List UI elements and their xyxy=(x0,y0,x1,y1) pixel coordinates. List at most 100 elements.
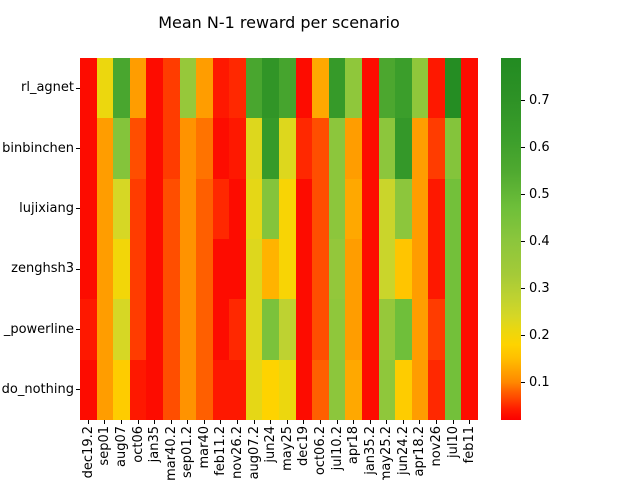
heatmap-cell xyxy=(444,178,462,239)
heatmap-cell xyxy=(345,58,362,119)
heatmap-cell xyxy=(146,359,163,420)
heatmap-cell xyxy=(129,359,147,420)
heatmap-cell xyxy=(212,118,230,179)
heatmap-cell xyxy=(312,359,329,420)
heatmap-cell xyxy=(312,238,329,300)
heatmap-cell xyxy=(113,118,130,179)
colorbar-tick-label: 0.1 xyxy=(529,374,550,390)
heatmap-cell xyxy=(295,178,313,239)
column-label: aug07 xyxy=(113,426,129,467)
heatmap-cell xyxy=(245,238,263,300)
heatmap-cell xyxy=(129,299,147,360)
column-label: jul10.2 xyxy=(329,426,345,471)
x-tick-mark xyxy=(286,420,288,424)
heatmap-cell xyxy=(378,238,396,300)
heatmap-cell xyxy=(113,238,130,300)
x-tick-mark xyxy=(253,420,255,424)
heatmap-cell xyxy=(162,359,180,420)
heatmap-cell xyxy=(113,359,130,420)
column-label: nov26 xyxy=(429,426,445,467)
x-tick-mark xyxy=(402,420,404,424)
heatmap-cell xyxy=(411,359,429,420)
heatmap-cell xyxy=(179,299,197,360)
column-label: may25 xyxy=(279,426,295,471)
heatmap-cell xyxy=(461,118,478,179)
x-tick-mark xyxy=(120,420,122,424)
heatmap-cell xyxy=(295,58,313,119)
heatmap-cell xyxy=(196,299,213,360)
heatmap-cell xyxy=(328,58,346,119)
heatmap-cell xyxy=(395,299,412,360)
heatmap-cell xyxy=(229,178,246,239)
row-label: _powerline xyxy=(3,321,74,337)
x-tick-mark xyxy=(436,420,438,424)
heatmap-cell xyxy=(411,118,429,179)
y-tick-mark xyxy=(76,268,80,270)
heatmap-cell xyxy=(328,359,346,420)
heatmap-cell xyxy=(279,178,296,239)
colorbar-tick-label: 0.2 xyxy=(529,327,550,343)
column-label: jun24.2 xyxy=(395,426,411,476)
column-label: nov26.2 xyxy=(230,426,246,479)
heatmap-cell xyxy=(395,238,412,300)
heatmap-cell xyxy=(262,58,279,119)
x-tick-mark xyxy=(369,420,371,424)
heatmap-cell xyxy=(312,58,329,119)
heatmap-cell xyxy=(279,359,296,420)
heatmap-cell xyxy=(378,299,396,360)
heatmap-cell xyxy=(212,359,230,420)
heatmap-cell xyxy=(345,359,362,420)
heatmap-cell xyxy=(345,299,362,360)
colorbar-tick-mark xyxy=(521,240,525,242)
column-label: feb11.2 xyxy=(213,426,229,476)
x-tick-mark xyxy=(270,420,272,424)
heatmap-cell xyxy=(80,118,97,179)
heatmap-cell xyxy=(444,58,462,119)
colorbar-tick-label: 0.5 xyxy=(529,186,550,202)
heatmap-cell xyxy=(361,118,379,179)
x-tick-mark xyxy=(187,420,189,424)
y-tick-mark xyxy=(76,148,80,149)
colorbar-tick-label: 0.7 xyxy=(529,92,550,108)
colorbar xyxy=(501,58,521,420)
heatmap-cell xyxy=(295,238,313,300)
heatmap-cell xyxy=(428,118,445,179)
heatmap-cell xyxy=(80,299,97,360)
heatmap-cell xyxy=(428,299,445,360)
heatmap-cell xyxy=(395,118,412,179)
column-label: apr18.2 xyxy=(412,426,428,477)
heatmap-cell xyxy=(179,178,197,239)
x-tick-mark xyxy=(336,420,338,424)
heatmap-cell xyxy=(80,238,97,300)
x-tick-mark xyxy=(469,420,471,424)
y-tick-mark xyxy=(76,329,80,330)
heatmap-cell xyxy=(411,238,429,300)
heatmap-cell xyxy=(279,118,296,179)
x-tick-mark xyxy=(319,420,321,424)
column-label: jan35 xyxy=(147,426,163,463)
heatmap-cell xyxy=(162,299,180,360)
heatmap-cell xyxy=(378,178,396,239)
x-tick-mark xyxy=(137,420,139,424)
heatmap-cell xyxy=(312,178,329,239)
heatmap-cell xyxy=(80,58,97,119)
colorbar-tick-mark xyxy=(521,146,525,148)
heatmap-cell xyxy=(295,359,313,420)
heatmap-cell xyxy=(229,359,246,420)
column-label: aug07.2 xyxy=(246,426,262,480)
heatmap-cell xyxy=(411,58,429,119)
heatmap-cell xyxy=(262,359,279,420)
heatmap-cell xyxy=(245,118,263,179)
heatmap-cell xyxy=(196,58,213,119)
heatmap-cell xyxy=(245,178,263,239)
heatmap-cell xyxy=(361,359,379,420)
column-label: jun24 xyxy=(263,426,279,463)
heatmap-cell xyxy=(411,178,429,239)
heatmap-cell xyxy=(113,299,130,360)
colorbar-tick-mark xyxy=(521,99,525,101)
heatmap-cell xyxy=(328,178,346,239)
heatmap-cell xyxy=(212,178,230,239)
heatmap-cell xyxy=(361,299,379,360)
chart-title: Mean N-1 reward per scenario xyxy=(158,13,400,32)
